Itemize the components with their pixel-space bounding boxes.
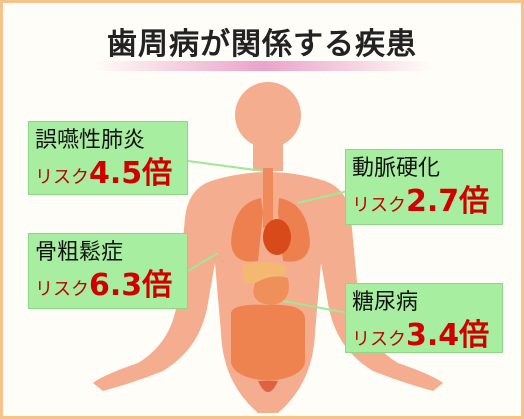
- disease-box: 動脈硬化 リスク2.7倍: [345, 149, 503, 225]
- risk-value: 6.3倍: [89, 268, 172, 303]
- risk-prefix: リスク: [35, 279, 89, 300]
- risk-value: 2.7倍: [406, 184, 489, 219]
- risk-value: 4.5倍: [89, 156, 172, 191]
- risk-prefix: リスク: [352, 195, 406, 216]
- risk-prefix: リスク: [352, 329, 406, 350]
- title: 歯周病が関係する疾患: [3, 19, 521, 63]
- infographic: 歯周病が関係する疾患 誤嚥性肺炎 リスク4.5倍 動脈硬化 リスク2.7倍 骨粗…: [0, 0, 524, 419]
- risk-value: 3.4倍: [406, 318, 489, 353]
- disease-name: 糖尿病: [352, 288, 496, 318]
- disease-box: 骨粗鬆症 リスク6.3倍: [28, 233, 188, 309]
- disease-box: 糖尿病 リスク3.4倍: [345, 283, 503, 353]
- title-underline: [93, 61, 433, 71]
- disease-box: 誤嚥性肺炎 リスク4.5倍: [28, 121, 188, 195]
- risk-prefix: リスク: [35, 167, 89, 188]
- disease-name: 骨粗鬆症: [35, 238, 181, 268]
- disease-name: 誤嚥性肺炎: [35, 126, 181, 156]
- disease-name: 動脈硬化: [352, 154, 496, 184]
